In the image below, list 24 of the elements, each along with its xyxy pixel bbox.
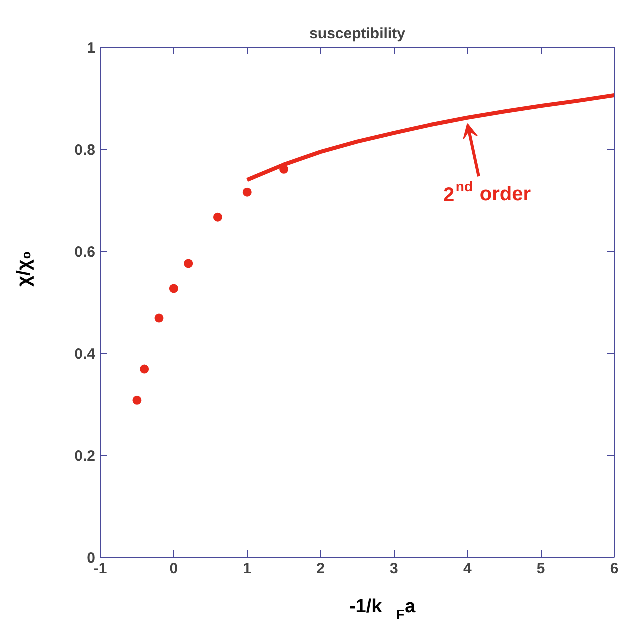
point — [242, 188, 252, 197]
x-tick-label: 3 — [390, 560, 398, 578]
point — [132, 396, 142, 405]
point — [184, 259, 194, 268]
x-tick-label: 0 — [170, 560, 178, 578]
x-tick-label: -1 — [94, 560, 108, 578]
point — [154, 314, 164, 323]
y-tick-label: 0.4 — [74, 346, 96, 363]
x-tick-label: 6 — [610, 560, 619, 578]
y-tick-label: 0 — [87, 550, 96, 567]
x-tick-label: 4 — [463, 560, 472, 578]
y-tick-label: 0.6 — [74, 244, 96, 261]
x-tick-label: 1 — [243, 560, 252, 578]
point — [213, 212, 222, 222]
x-tick-label: 2 — [316, 560, 325, 578]
chart-title: susceptibility — [310, 26, 406, 42]
x-tick-label: 5 — [536, 560, 546, 578]
y-tick-label: 0.2 — [74, 448, 96, 465]
y-tick-label: 0.8 — [74, 142, 96, 159]
y-axis-title: χ/χ₀ — [14, 251, 35, 287]
line-series — [245, 93, 614, 182]
point — [169, 284, 178, 294]
y-tick-label: 1 — [87, 40, 96, 57]
point — [140, 364, 150, 374]
